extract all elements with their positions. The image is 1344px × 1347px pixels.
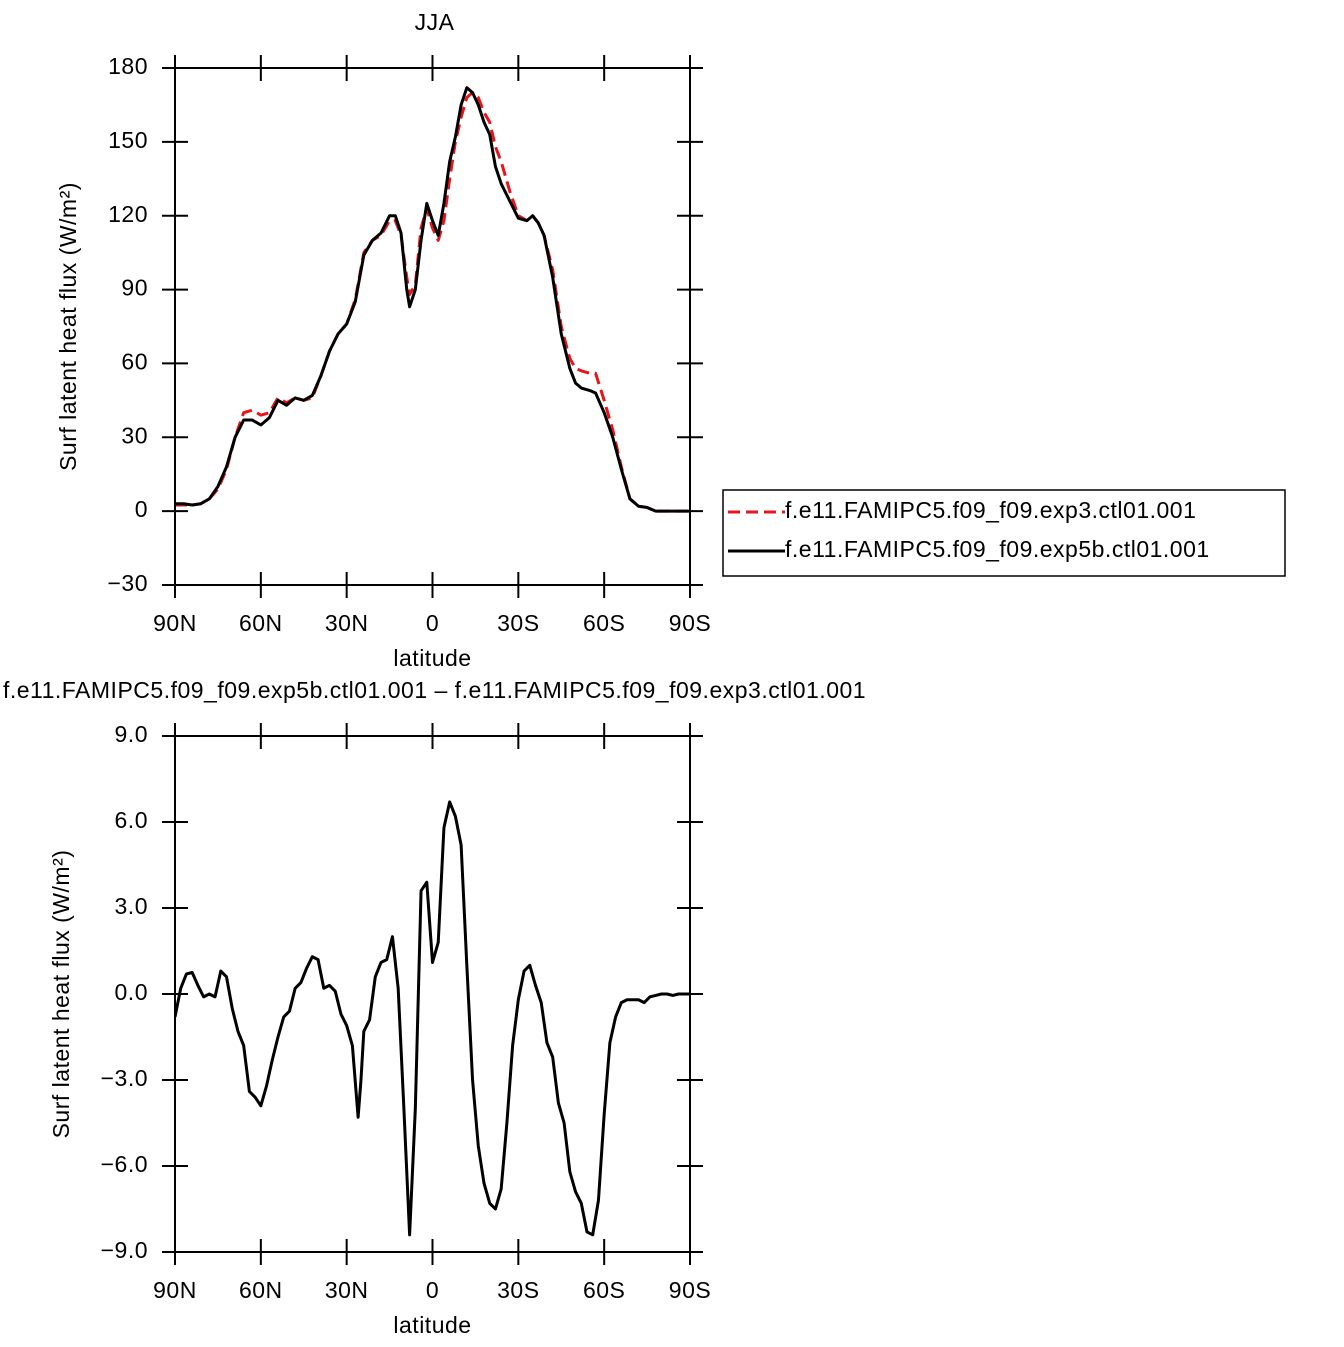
- y-tick-label: −9.0: [101, 1237, 148, 1263]
- y-tick-label: 30: [121, 422, 148, 448]
- x-tick-label: 0: [426, 1277, 439, 1303]
- y-tick-label: 150: [108, 127, 148, 153]
- x-tick-label: 30S: [497, 1277, 539, 1303]
- x-tick-label: 60N: [239, 1277, 283, 1303]
- x-tick-label: 90N: [153, 1277, 197, 1303]
- x-tick-label: 0: [426, 610, 439, 636]
- y-tick-label: 90: [121, 275, 148, 301]
- y-tick-label: 0: [135, 496, 148, 522]
- y-tick-label: −30: [107, 570, 148, 596]
- legend-label: f.e11.FAMIPC5.f09_f09.exp3.ctl01.001: [785, 497, 1196, 523]
- legend-box: [722, 489, 1286, 577]
- plot-frame: [174, 735, 691, 1253]
- y-tick-label: 180: [108, 53, 148, 79]
- x-tick-label: 60S: [583, 1277, 625, 1303]
- x-tick-label: 30S: [497, 610, 539, 636]
- y-axis-label: Surf latent heat flux (W/m²): [55, 182, 81, 471]
- plot-frame: [174, 67, 691, 586]
- y-axis-label: Surf latent heat flux (W/m²): [48, 850, 74, 1139]
- x-tick-label: 30N: [325, 610, 369, 636]
- x-axis-label: latitude: [393, 1312, 471, 1338]
- y-tick-label: 9.0: [115, 721, 148, 747]
- chart-title: JJA: [415, 9, 455, 35]
- data-line: [175, 800, 690, 1237]
- x-tick-label: 90N: [153, 610, 197, 636]
- y-tick-label: 120: [108, 201, 148, 227]
- x-tick-label: 60S: [583, 610, 625, 636]
- x-tick-label: 60N: [239, 610, 283, 636]
- x-tick-label: 90S: [669, 1277, 711, 1303]
- x-tick-label: 90S: [669, 610, 711, 636]
- y-tick-label: 60: [121, 349, 148, 375]
- y-tick-label: 6.0: [115, 807, 148, 833]
- y-tick-label: 3.0: [115, 893, 148, 919]
- x-axis-label: latitude: [393, 645, 471, 671]
- y-tick-label: −3.0: [101, 1065, 148, 1091]
- legend-label: f.e11.FAMIPC5.f09_f09.exp5b.ctl01.001: [785, 536, 1210, 562]
- data-line: [175, 91, 690, 513]
- y-tick-label: −6.0: [101, 1151, 148, 1177]
- chart-title: f.e11.FAMIPC5.f09_f09.exp5b.ctl01.001 – …: [3, 677, 866, 703]
- y-tick-label: 0.0: [115, 979, 148, 1005]
- x-tick-label: 30N: [325, 1277, 369, 1303]
- data-line: [175, 86, 690, 513]
